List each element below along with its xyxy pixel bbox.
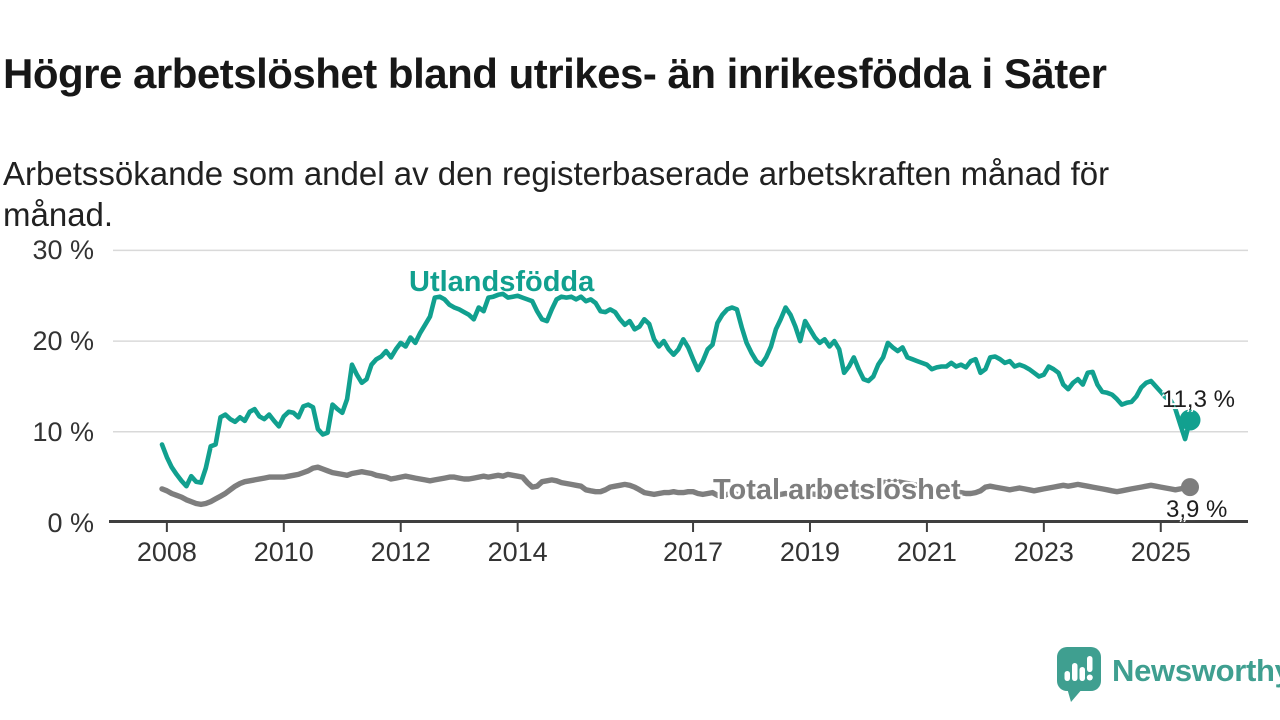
x-tick-label: 2014 xyxy=(487,537,548,567)
chart-subtitle: Arbetssökande som andel av den registerb… xyxy=(3,153,1223,235)
y-tick-label: 30 % xyxy=(32,235,94,266)
page-title: Högre arbetslöshet bland utrikes- än inr… xyxy=(3,50,1107,98)
end-value-label-total: 3,9 % xyxy=(1166,496,1228,523)
y-tick-label: 10 % xyxy=(32,416,94,447)
series-line-utlandsfodda xyxy=(159,291,1193,489)
x-tick-label: 2025 xyxy=(1130,537,1191,567)
newsworthy-logo-text: Newsworthy xyxy=(1112,653,1280,688)
series-line-total xyxy=(159,464,1193,508)
end-value-label-utlandsfodda: 11,3 % xyxy=(1162,386,1235,413)
subtitle-line-1: Arbetssökande som andel av den registerb… xyxy=(3,155,1110,192)
x-tick-label: 2023 xyxy=(1013,537,1074,567)
series-end-dot xyxy=(1181,478,1199,497)
x-tick-label: 2008 xyxy=(136,537,197,567)
x-tick-label: 2012 xyxy=(370,537,431,567)
newsworthy-logo-icon xyxy=(1057,647,1101,702)
series-label-utlandsfodda: Utlandsfödda xyxy=(409,266,595,298)
subtitle-line-2: månad. xyxy=(3,196,114,233)
y-tick-label: 0 % xyxy=(47,507,94,538)
x-tick-label: 2010 xyxy=(253,537,314,567)
series-label-total-arbetsloshet: Total arbetslöshet xyxy=(713,474,961,506)
y-tick-label: 20 % xyxy=(32,326,94,357)
newsworthy-logo: Newsworthy xyxy=(1056,646,1280,703)
series-end-dot xyxy=(1179,409,1201,431)
x-tick-label: 2021 xyxy=(896,537,957,567)
x-tick-label: 2017 xyxy=(663,537,724,567)
x-tick-label: 2019 xyxy=(779,537,840,567)
